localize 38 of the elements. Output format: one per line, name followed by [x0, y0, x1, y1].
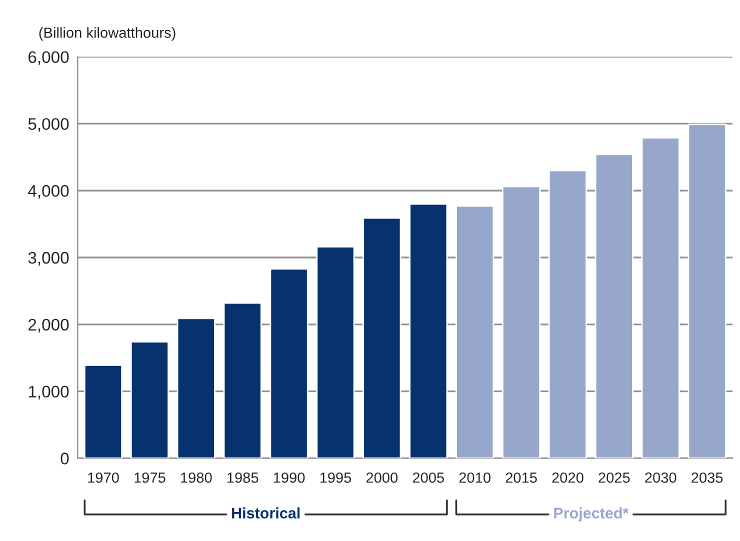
- y-tick-label: 3,000: [28, 252, 69, 266]
- x-tick-label: 2005: [412, 472, 444, 483]
- y-axis-title: (Billion kilowatthours): [39, 27, 176, 41]
- bar: [456, 205, 494, 458]
- x-tick-label: 2000: [366, 472, 398, 483]
- bar: [130, 341, 169, 458]
- bar: [316, 246, 355, 458]
- x-tick-label: 1995: [320, 472, 352, 483]
- bar: [270, 268, 308, 458]
- y-tick-label: 0: [60, 452, 69, 464]
- bar: [502, 186, 541, 458]
- bar: [176, 318, 216, 458]
- bar: [641, 137, 680, 458]
- text: Projected*: [554, 507, 629, 522]
- x-tick-label: 2035: [692, 472, 723, 483]
- x-tick-label: 2025: [598, 472, 630, 483]
- x-tick-label: 1975: [134, 472, 166, 483]
- bar: [362, 217, 402, 458]
- y-tick-label: 1,000: [28, 386, 69, 400]
- bar: [548, 170, 587, 458]
- x-tick-label: 2030: [645, 472, 676, 483]
- x-tick-label: 1970: [88, 472, 119, 483]
- x-tick-label: 1985: [227, 472, 258, 483]
- x-tick-label: 2015: [506, 472, 537, 483]
- y-tick-label: 2,000: [28, 318, 69, 333]
- x-tick-label: 2020: [552, 472, 584, 483]
- text: Historical: [232, 507, 300, 519]
- y-tick-label: 6,000: [28, 51, 69, 65]
- bar: [409, 203, 448, 458]
- bar: [84, 364, 123, 458]
- bar: [688, 124, 726, 458]
- x-tick-label: 2010: [459, 472, 490, 483]
- bar: [594, 154, 634, 458]
- x-tick-label: 1980: [181, 472, 212, 483]
- y-tick-label: 5,000: [28, 118, 69, 132]
- x-tick-label: 1990: [274, 472, 305, 483]
- y-tick-label: 4,000: [28, 185, 69, 199]
- bar: [223, 302, 262, 458]
